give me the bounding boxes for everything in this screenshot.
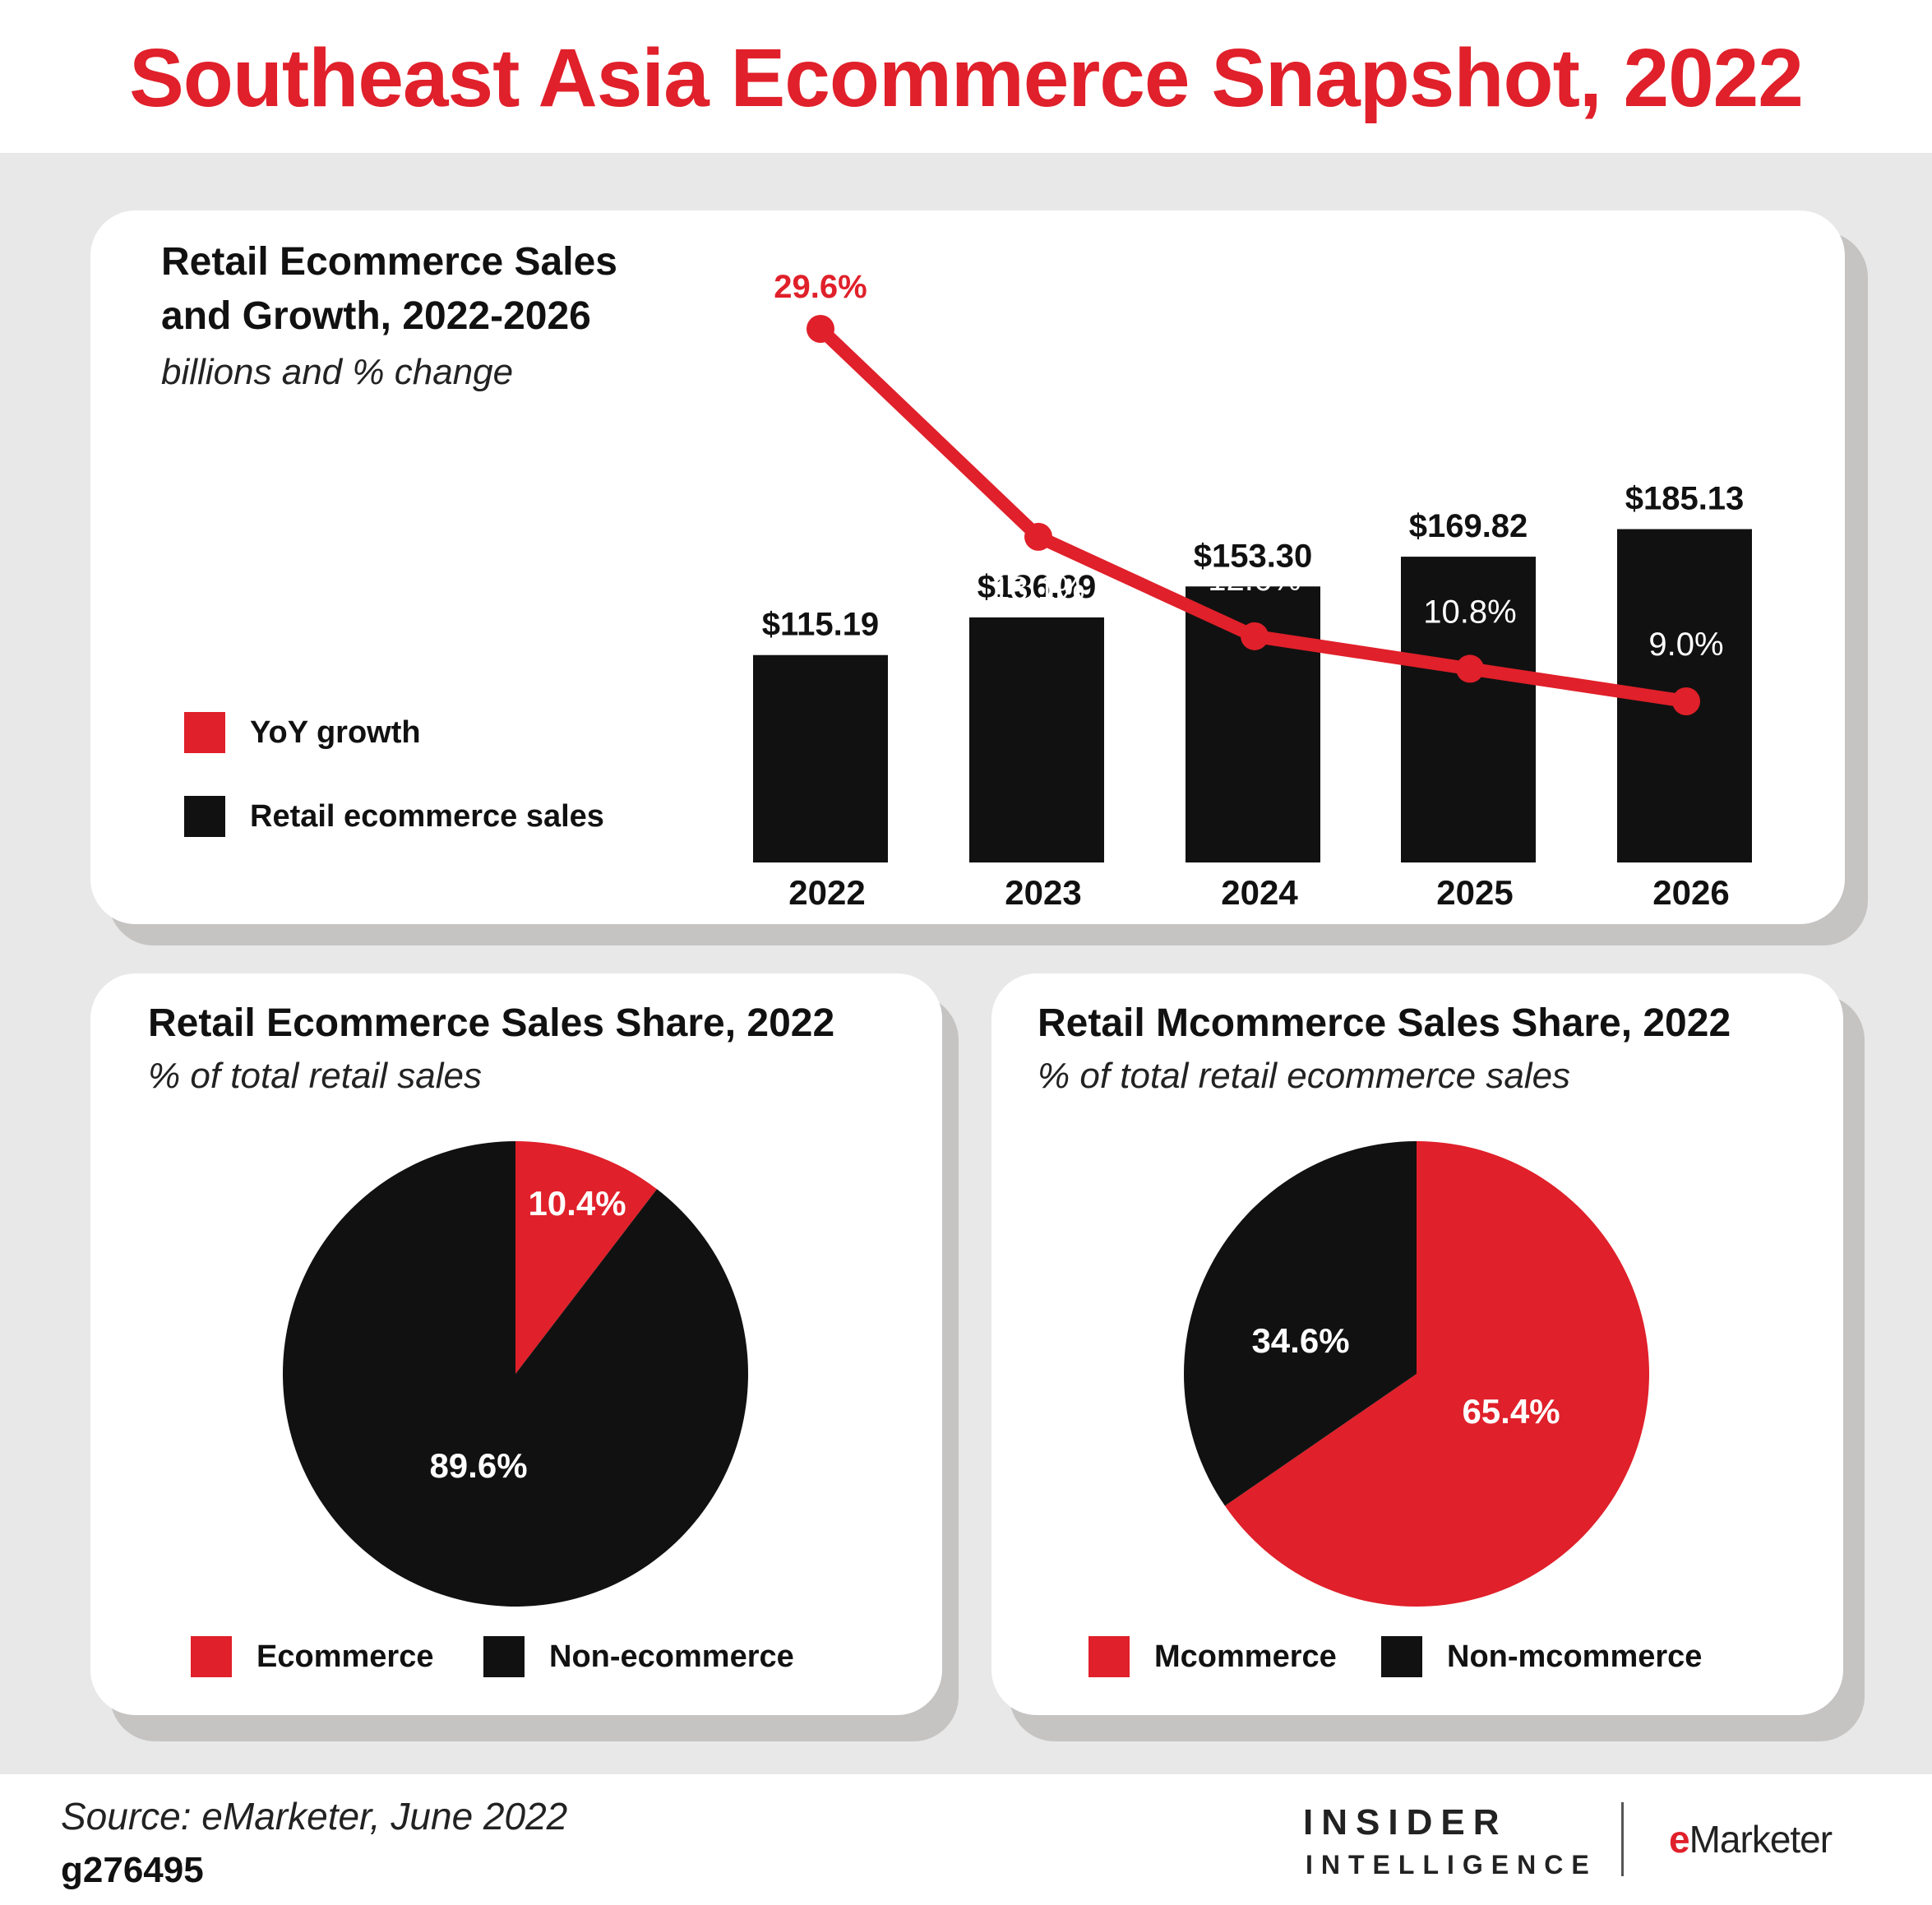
top-chart-card: Retail Ecommerce Sales and Growth, 2022-… — [90, 210, 1845, 924]
source-note: Source: eMarketer, June 2022 — [61, 1795, 568, 1838]
legend-swatch-black — [483, 1636, 525, 1677]
legend-yoy-growth: YoY growth — [184, 712, 421, 753]
ecommerce-share-card: Retail Ecommerce Sales Share, 2022 % of … — [90, 973, 942, 1715]
legend-ecommerce: Ecommerce — [191, 1636, 433, 1677]
top-chart-title-line2: and Growth, 2022-2026 — [161, 294, 591, 338]
top-chart-subtitle: billions and % change — [161, 352, 514, 392]
infographic-title: Southeast Asia Ecommerce Snapshot, 2022 — [129, 32, 1804, 124]
logo-divider — [1621, 1802, 1624, 1876]
emarketer-logo-e: e — [1669, 1818, 1690, 1861]
chart-id: g276495 — [61, 1850, 204, 1890]
legend-label: Retail ecommerce sales — [250, 798, 604, 834]
legend-label: Non-ecommerce — [549, 1639, 794, 1674]
ecommerce-share-subtitle: % of total retail sales — [148, 1056, 482, 1096]
insider-logo-top: INSIDER — [1303, 1802, 1508, 1843]
legend-swatch-black — [1381, 1636, 1422, 1677]
top-chart-title-line1: Retail Ecommerce Sales — [161, 240, 617, 284]
ecommerce-share-title: Retail Ecommerce Sales Share, 2022 — [148, 1001, 835, 1045]
legend-label: YoY growth — [250, 714, 421, 750]
legend-label: Non-mcommerce — [1447, 1639, 1703, 1674]
legend-label: Ecommerce — [257, 1639, 434, 1674]
insider-logo-bottom: INTELLIGENCE — [1306, 1850, 1597, 1880]
legend-mcommerce: Mcommerce — [1088, 1636, 1337, 1677]
legend-retail-sales: Retail ecommerce sales — [184, 796, 604, 837]
legend-label: Mcommerce — [1154, 1639, 1337, 1674]
emarketer-logo-text: Marketer — [1689, 1818, 1833, 1861]
legend-swatch-red — [1088, 1636, 1130, 1677]
mcommerce-share-subtitle: % of total retail ecommerce sales — [1038, 1056, 1571, 1096]
mcommerce-share-card: Retail Mcommerce Sales Share, 2022 % of … — [991, 973, 1843, 1715]
legend-swatch-black — [184, 796, 225, 837]
legend-swatch-red — [191, 1636, 232, 1677]
emarketer-logo: eMarketer — [1669, 1817, 1833, 1861]
legend-non-mcommerce: Non-mcommerce — [1381, 1636, 1702, 1677]
mcommerce-share-title: Retail Mcommerce Sales Share, 2022 — [1038, 1001, 1731, 1045]
legend-non-ecommerce: Non-ecommerce — [483, 1636, 794, 1677]
legend-swatch-red — [184, 712, 225, 753]
